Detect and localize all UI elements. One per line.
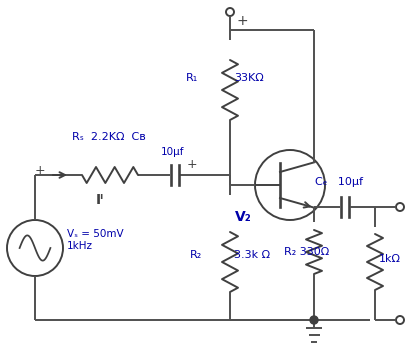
Text: 33KΩ: 33KΩ: [234, 73, 264, 83]
Text: +: +: [236, 14, 247, 28]
Text: R₂ 330Ω: R₂ 330Ω: [284, 247, 329, 257]
Text: +: +: [187, 158, 198, 171]
Text: R₁: R₁: [186, 73, 198, 83]
Circle shape: [310, 316, 318, 324]
Text: 10μf: 10μf: [161, 147, 185, 157]
Text: 3.3k Ω: 3.3k Ω: [234, 250, 270, 260]
Text: Cₑ   10μf: Cₑ 10μf: [315, 177, 363, 187]
Text: Iᴵ: Iᴵ: [96, 193, 104, 207]
Text: +: +: [35, 165, 45, 178]
Text: 1kΩ: 1kΩ: [379, 254, 401, 264]
Text: Vₛ = 50mV
1kHz: Vₛ = 50mV 1kHz: [67, 229, 124, 251]
Text: Rₛ  2.2KΩ  Cʙ: Rₛ 2.2KΩ Cʙ: [72, 132, 146, 142]
Text: V₂: V₂: [235, 210, 252, 224]
Text: R₂: R₂: [190, 250, 202, 260]
